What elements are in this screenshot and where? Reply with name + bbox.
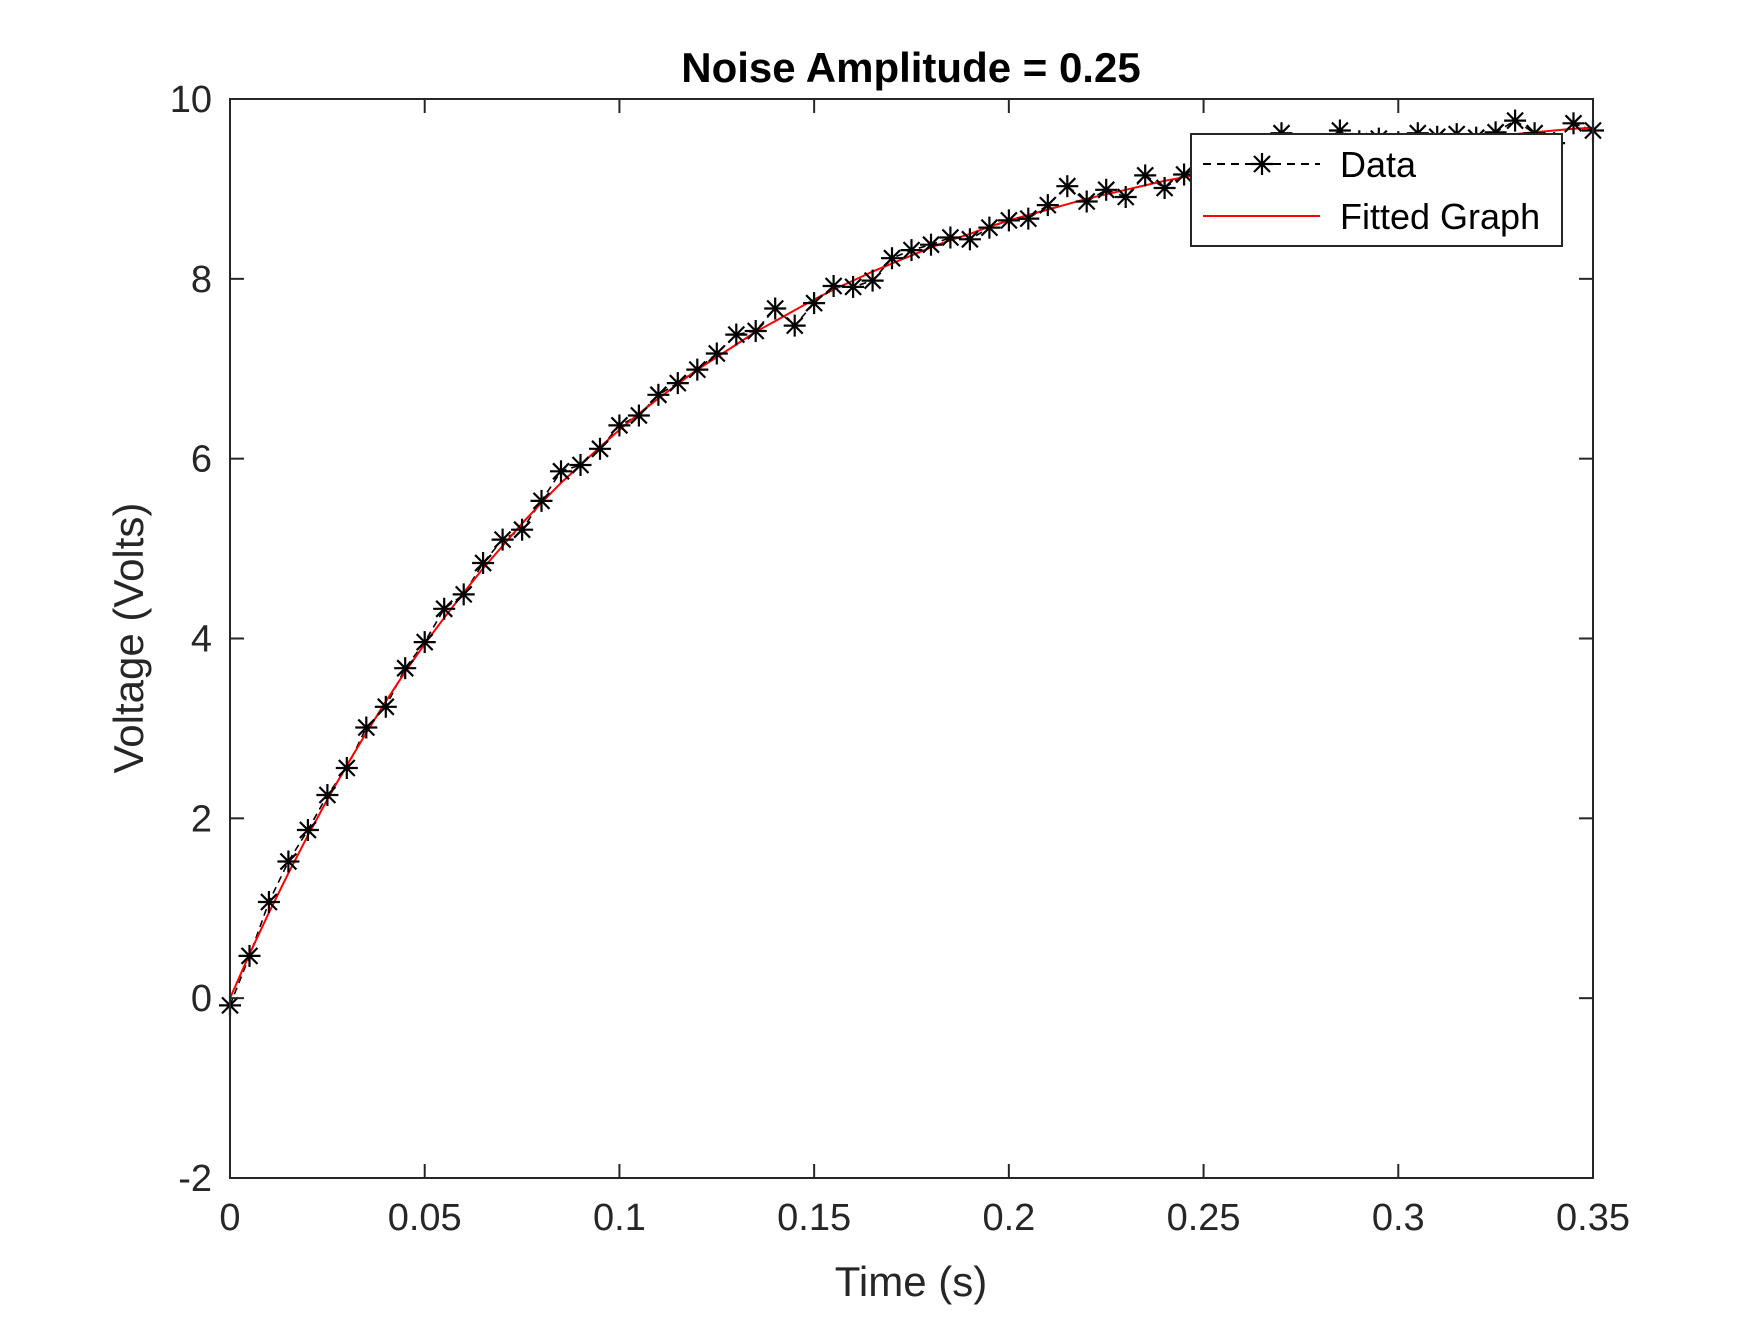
y-tick-label: 10 [170, 79, 212, 121]
data-point-marker [472, 552, 495, 574]
data-point-marker [900, 239, 923, 262]
legend-data-label: Data [1340, 144, 1417, 185]
data-point-marker [958, 228, 981, 251]
x-tick-label: 0.3 [1372, 1197, 1425, 1239]
data-point-marker [257, 891, 280, 913]
y-tick-label: 2 [191, 798, 212, 840]
x-tick-label: 0.1 [593, 1197, 646, 1239]
data-point-marker [725, 323, 748, 346]
data-point-marker [1075, 190, 1098, 213]
data-point-marker [881, 247, 903, 270]
data-point-marker [452, 583, 475, 606]
data-point-marker [1017, 207, 1040, 230]
data-point-marker [1134, 164, 1157, 187]
data-point-marker [666, 372, 689, 395]
legend-data-marker [1251, 153, 1273, 175]
data-point-marker [1095, 178, 1118, 201]
axes-box [229, 98, 1594, 1179]
data-point-marker [589, 437, 611, 460]
data-point-marker [920, 233, 942, 256]
data-point-marker [277, 850, 300, 873]
data-point-marker [783, 314, 806, 337]
data-point-marker [686, 358, 709, 381]
data-point-marker [296, 819, 319, 841]
data-point-marker [394, 657, 417, 680]
data-point-marker [705, 342, 728, 365]
data-point-marker [1056, 175, 1079, 198]
data-point-marker [511, 518, 534, 541]
data-point-marker [608, 414, 631, 437]
data-point-marker [1114, 186, 1137, 208]
data-point-marker [744, 320, 767, 342]
data-point-marker [803, 292, 826, 315]
data-point-marker [238, 944, 261, 967]
data-point-marker [530, 489, 553, 512]
y-tick-label: 8 [191, 259, 212, 301]
legend-fit-label: Fitted Graph [1340, 196, 1540, 237]
x-tick-label: 0.15 [777, 1197, 851, 1239]
chart-title: Noise Amplitude = 0.25 [681, 44, 1140, 91]
data-point-marker [491, 528, 514, 551]
y-tick-label: 6 [191, 439, 212, 481]
y-axis-label: Voltage (Volts) [105, 503, 152, 774]
y-tick-label: -2 [178, 1158, 212, 1200]
data-point-marker [374, 695, 397, 718]
x-tick-label: 0 [219, 1197, 240, 1239]
data-point-marker [842, 275, 865, 298]
data-point-marker [569, 454, 592, 476]
data-point-marker [1153, 177, 1176, 199]
data-point-marker [433, 597, 456, 620]
data-point-marker [413, 631, 436, 654]
data-point-marker [822, 275, 845, 297]
data-point-marker [978, 216, 1001, 239]
legend: Data Fitted Graph [1190, 133, 1563, 247]
y-tick-label: 4 [191, 619, 212, 661]
data-point-marker [939, 226, 962, 249]
x-axis-label: Time (s) [835, 1258, 987, 1305]
x-tick-label: 0.2 [982, 1197, 1035, 1239]
legend-box [1190, 133, 1563, 247]
y-tick-label: 0 [191, 978, 212, 1020]
x-tick-label: 0.35 [1556, 1197, 1630, 1239]
data-point-marker [316, 784, 339, 806]
data-point-marker [335, 757, 358, 779]
data-point-marker [997, 209, 1020, 232]
x-tick-label: 0.05 [388, 1197, 462, 1239]
data-point-marker [1036, 194, 1059, 217]
data-point-marker [647, 383, 670, 406]
data-point-marker [627, 404, 650, 427]
data-point-marker [861, 269, 884, 292]
data-point-marker [1562, 112, 1585, 135]
data-point-marker [1504, 109, 1527, 132]
data-point-marker [764, 297, 787, 320]
axes-background [230, 99, 1593, 1178]
x-tick-label: 0.25 [1167, 1197, 1241, 1239]
data-point-marker [355, 716, 378, 739]
data-point-marker [550, 460, 572, 483]
